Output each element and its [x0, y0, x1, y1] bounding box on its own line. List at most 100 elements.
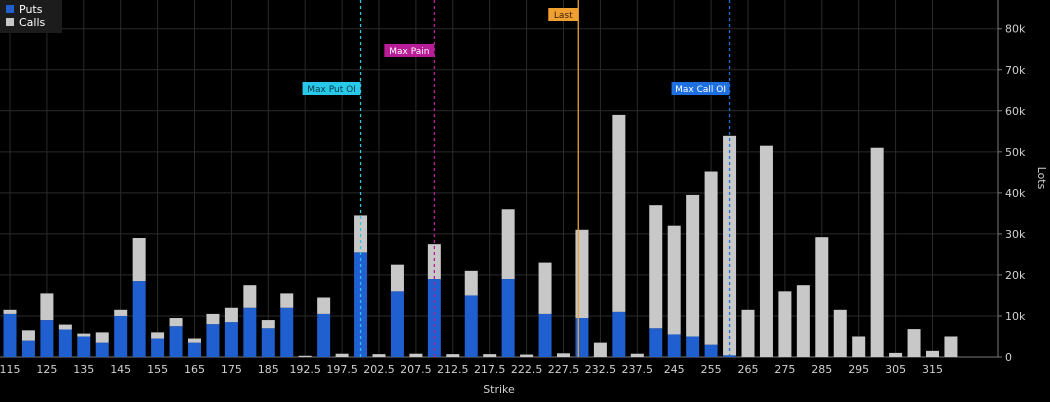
bar-calls	[593, 342, 607, 357]
bar-puts	[612, 311, 626, 357]
bar-calls	[686, 194, 700, 337]
bar-puts	[95, 342, 109, 357]
bar-calls	[796, 285, 810, 357]
legend-swatch	[6, 5, 14, 13]
x-tick-label: 237.5	[622, 363, 654, 376]
bar-puts	[169, 326, 183, 357]
x-tick-label: 315	[922, 363, 943, 376]
x-tick-label: 202.5	[363, 363, 395, 376]
bar-calls	[464, 270, 478, 296]
x-tick-label: 275	[774, 363, 795, 376]
bar-calls	[224, 307, 238, 323]
x-tick-label: 125	[36, 363, 57, 376]
bar-calls	[206, 313, 220, 325]
bar-calls	[372, 354, 386, 357]
bar-calls	[833, 309, 847, 357]
reference-label: Max Put OI	[307, 85, 356, 95]
y-tick-label: 70k	[1005, 64, 1026, 77]
x-tick-label: 265	[738, 363, 759, 376]
bar-puts	[243, 307, 257, 357]
bar-calls	[944, 336, 958, 357]
bar-calls	[354, 215, 368, 253]
y-tick-label: 80k	[1005, 23, 1026, 36]
bar-calls	[483, 354, 497, 357]
reference-label-box	[302, 82, 361, 95]
bar-calls	[77, 333, 91, 337]
bar-calls	[188, 338, 201, 343]
bar-puts	[188, 342, 201, 357]
bar-puts	[354, 252, 368, 357]
x-tick-label: 192.5	[289, 363, 321, 376]
bar-calls	[243, 285, 257, 308]
x-tick-label: 232.5	[585, 363, 617, 376]
bar-calls	[852, 336, 866, 357]
x-tick-label: 145	[110, 363, 131, 376]
bar-calls	[501, 209, 515, 280]
x-tick-label: 155	[147, 363, 168, 376]
bar-calls	[58, 324, 72, 330]
legend-label: Calls	[19, 16, 46, 29]
bar-calls	[889, 352, 903, 357]
bar-puts	[501, 279, 515, 357]
bar-calls	[520, 354, 534, 357]
reference-label-box	[671, 82, 730, 95]
y-axis-title: Lots	[1035, 167, 1048, 190]
bar-puts	[224, 322, 238, 357]
bar-puts	[649, 328, 663, 357]
x-tick-label: 305	[885, 363, 906, 376]
bar-calls	[280, 293, 294, 308]
bar-calls	[538, 262, 552, 314]
bar-calls	[649, 205, 663, 329]
bar-puts	[317, 313, 331, 357]
x-tick-label: 197.5	[326, 363, 358, 376]
y-tick-label: 0	[1005, 351, 1012, 364]
y-tick-label: 20k	[1005, 269, 1026, 282]
bar-calls	[704, 171, 718, 345]
bar-puts	[390, 291, 404, 357]
bar-calls	[335, 353, 349, 357]
bar-puts	[58, 329, 72, 357]
bar-calls	[926, 350, 939, 357]
bar-calls	[95, 332, 109, 343]
reference-label: Max Pain	[389, 47, 429, 57]
bar-puts	[40, 320, 54, 357]
x-tick-label: 217.5	[474, 363, 506, 376]
legend-label: Puts	[19, 3, 43, 16]
bar-puts	[704, 344, 718, 357]
bar-calls	[3, 309, 17, 314]
x-tick-label: 255	[701, 363, 722, 376]
x-tick-label: 207.5	[400, 363, 432, 376]
bar-puts	[3, 313, 17, 357]
bar-calls	[778, 291, 792, 357]
bar-calls	[40, 293, 54, 321]
bar-calls	[557, 353, 570, 357]
bar-puts	[575, 318, 589, 357]
y-tick-label: 10k	[1005, 310, 1026, 323]
y-tick-label: 30k	[1005, 228, 1026, 241]
bar-calls	[741, 309, 755, 357]
bar-calls	[390, 264, 404, 292]
x-tick-label: 175	[221, 363, 242, 376]
bar-calls	[723, 135, 737, 356]
x-tick-label: 185	[258, 363, 279, 376]
bar-calls	[298, 355, 312, 357]
bar-puts	[77, 336, 91, 357]
bar-calls	[114, 309, 128, 316]
x-tick-label: 165	[184, 363, 205, 376]
x-tick-label: 245	[664, 363, 685, 376]
x-tick-label: 115	[0, 363, 21, 376]
x-tick-label: 295	[848, 363, 869, 376]
bar-calls	[151, 332, 165, 339]
bar-calls	[261, 320, 275, 329]
bar-calls	[907, 329, 921, 357]
reference-label-box	[384, 44, 435, 57]
bar-calls	[427, 244, 441, 280]
y-tick-label: 50k	[1005, 146, 1026, 159]
x-tick-label: 285	[811, 363, 832, 376]
bar-calls	[630, 353, 644, 357]
bar-puts	[667, 334, 681, 357]
reference-label-box	[548, 8, 579, 21]
bar-calls	[575, 229, 589, 319]
bar-puts	[538, 313, 552, 357]
